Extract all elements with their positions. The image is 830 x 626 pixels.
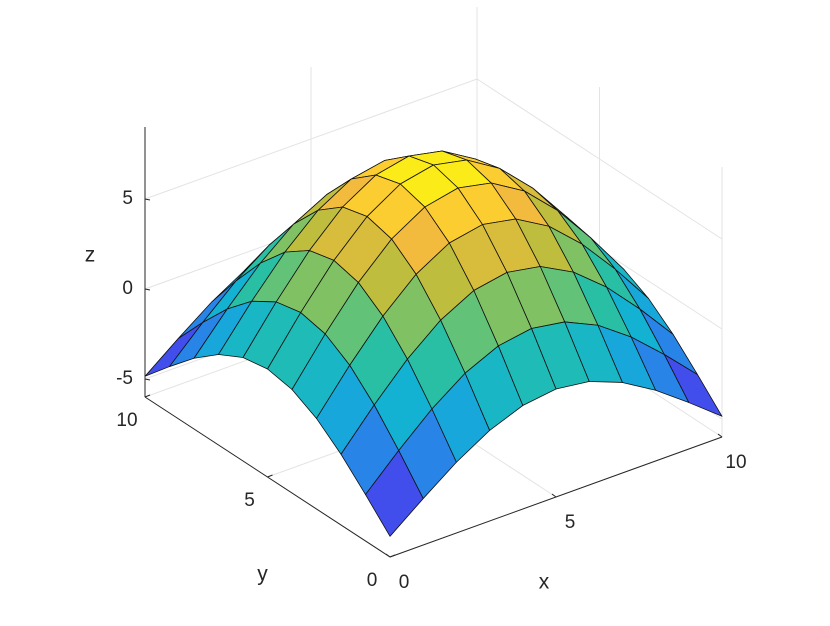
z-tick-label: -5 — [116, 368, 133, 389]
y-axis-label: y — [257, 563, 268, 586]
z-axis-label: z — [85, 244, 96, 267]
x-tick — [385, 553, 391, 558]
axes: 0 5 10 0 5 10 -5 0 5 x y z — [85, 127, 747, 594]
y-tick-label: 0 — [367, 570, 378, 591]
x-tick-label: 0 — [399, 572, 410, 593]
x-axis-label: x — [539, 571, 550, 594]
y-tick-label: 10 — [116, 410, 137, 431]
z-tick-label: 0 — [122, 278, 133, 299]
z-tick-label: 5 — [122, 188, 133, 209]
y-tick — [389, 554, 396, 558]
z-tick — [144, 378, 151, 381]
x-tick — [717, 433, 723, 438]
x-tick-label: 5 — [565, 512, 576, 533]
x-tick-label: 10 — [725, 452, 746, 473]
y-tick-label: 5 — [244, 490, 255, 511]
surface-patch — [365, 450, 424, 537]
y-tick — [267, 474, 273, 478]
y-tick — [144, 394, 151, 398]
surface — [144, 150, 723, 537]
z-tick — [144, 288, 151, 291]
z-tick — [144, 198, 151, 201]
x-tick — [551, 493, 557, 498]
